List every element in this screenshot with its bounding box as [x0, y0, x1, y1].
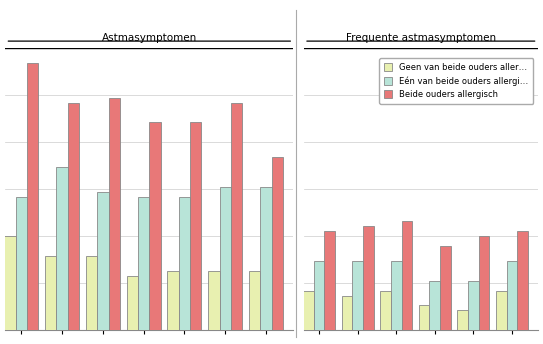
Bar	[56, 167, 68, 330]
Bar	[209, 271, 219, 330]
Bar	[479, 236, 489, 330]
Bar	[457, 310, 468, 330]
Bar	[517, 231, 528, 330]
Bar	[342, 295, 352, 330]
Bar	[391, 261, 401, 330]
Bar	[109, 98, 120, 330]
Bar	[138, 197, 149, 330]
Bar	[86, 256, 97, 330]
Bar	[363, 226, 374, 330]
Bar	[27, 63, 39, 330]
Bar	[167, 271, 179, 330]
Bar	[440, 246, 451, 330]
Bar	[260, 187, 272, 330]
Bar	[430, 281, 440, 330]
Title: Frequente astmasymptomen: Frequente astmasymptomen	[346, 33, 496, 43]
Bar	[380, 291, 391, 330]
Bar	[468, 281, 479, 330]
Title: Astmasymptomen: Astmasymptomen	[102, 33, 197, 43]
Bar	[127, 276, 138, 330]
Bar	[419, 305, 430, 330]
Bar	[179, 197, 190, 330]
Bar	[401, 222, 412, 330]
Bar	[352, 261, 363, 330]
Bar	[272, 157, 283, 330]
Bar	[16, 197, 27, 330]
Bar	[507, 261, 517, 330]
Bar	[190, 122, 201, 330]
Bar	[249, 271, 260, 330]
Bar	[231, 103, 242, 330]
Bar	[45, 256, 56, 330]
Bar	[496, 291, 507, 330]
Legend: Geen van beide ouders aller…, Eén van beide ouders allergi…, Beide ouders allerg: Geen van beide ouders aller…, Eén van be…	[379, 58, 533, 104]
Bar	[314, 261, 324, 330]
Bar	[149, 122, 161, 330]
Bar	[303, 291, 314, 330]
Bar	[219, 187, 231, 330]
Bar	[4, 236, 16, 330]
Bar	[97, 192, 109, 330]
Bar	[324, 231, 335, 330]
Bar	[68, 103, 79, 330]
